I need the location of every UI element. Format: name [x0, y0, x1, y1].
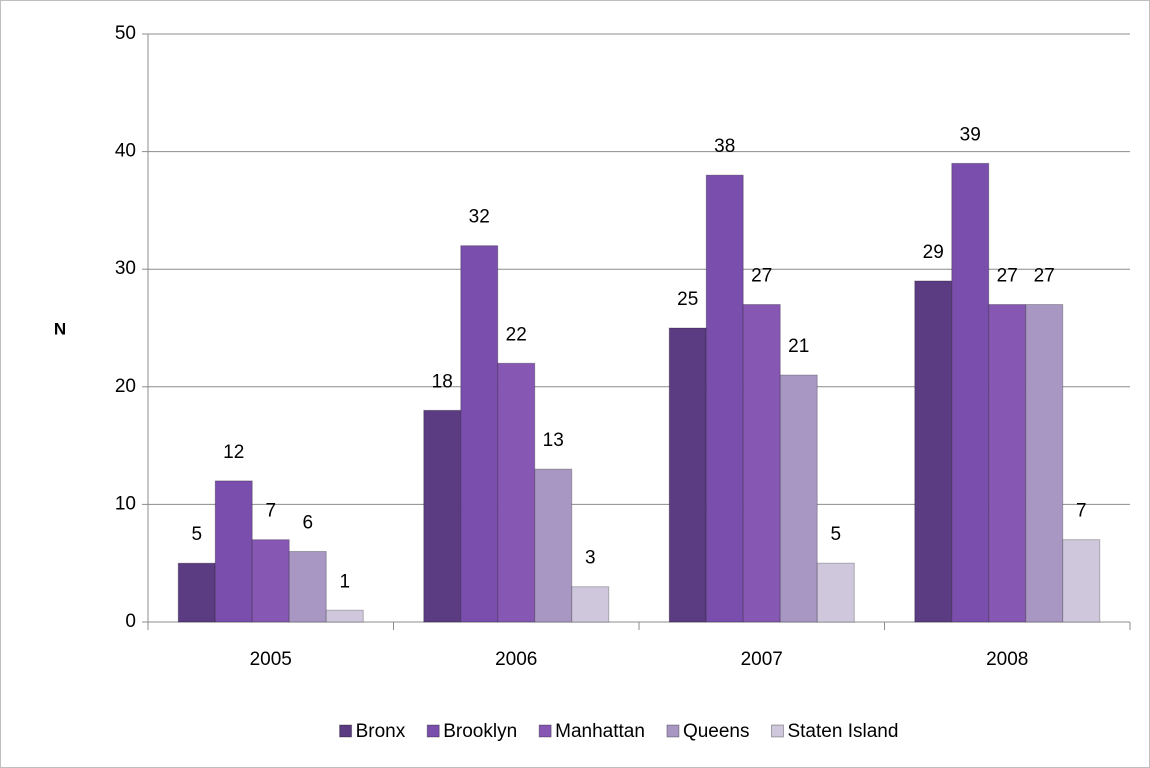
data-label: 27: [751, 265, 772, 286]
data-label: 7: [1076, 501, 1087, 522]
data-label: 3: [585, 548, 596, 569]
y-tick-label: 20: [115, 376, 136, 397]
bar: [251, 539, 290, 623]
data-label: 18: [432, 371, 453, 392]
data-label: 25: [677, 289, 698, 310]
x-tick-label: 2007: [741, 649, 783, 670]
data-label: 5: [191, 524, 202, 545]
bar: [571, 586, 610, 623]
legend-label: Brooklyn: [443, 721, 517, 742]
data-label: 29: [923, 242, 944, 263]
data-label: 38: [714, 136, 735, 157]
bar: [325, 609, 364, 623]
y-tick-label: 10: [115, 493, 136, 514]
bar: [816, 562, 855, 623]
bar: [705, 174, 744, 623]
bar: [988, 303, 1027, 623]
y-tick-label: 40: [115, 141, 136, 162]
bar: [460, 245, 499, 623]
legend-swatch: [426, 724, 440, 738]
bar: [534, 468, 573, 623]
data-label: 6: [302, 512, 313, 533]
bar: [668, 327, 707, 623]
legend-label: Queens: [683, 721, 750, 742]
bar: [177, 562, 216, 623]
data-label: 1: [339, 571, 350, 592]
bar: [742, 303, 781, 623]
y-tick-label: 50: [115, 23, 136, 44]
legend-label: Staten Island: [787, 721, 898, 742]
bar: [288, 550, 327, 623]
bar: [951, 162, 990, 623]
data-label: 5: [830, 524, 841, 545]
bar: [423, 409, 462, 623]
x-tick-label: 2005: [250, 649, 292, 670]
data-label: 13: [543, 430, 564, 451]
data-label: 21: [788, 336, 809, 357]
data-label: 12: [223, 442, 244, 463]
data-label: 27: [997, 265, 1018, 286]
data-label: 22: [506, 324, 527, 345]
y-tick-label: 0: [125, 611, 136, 632]
data-label: 39: [960, 124, 981, 145]
y-axis-label: N: [54, 319, 66, 338]
data-label: 7: [265, 501, 276, 522]
data-label: 27: [1034, 265, 1055, 286]
legend-swatch: [770, 724, 784, 738]
bar: [497, 362, 536, 623]
bar: [914, 280, 953, 623]
x-tick-label: 2008: [986, 649, 1028, 670]
bar: [779, 374, 818, 623]
bar: [1025, 303, 1064, 623]
legend-swatch: [339, 724, 353, 738]
legend-label: Bronx: [356, 721, 406, 742]
x-tick-label: 2006: [495, 649, 537, 670]
y-tick-label: 30: [115, 258, 136, 279]
bar: [1062, 539, 1101, 623]
legend-swatch: [666, 724, 680, 738]
bar: [214, 480, 253, 623]
legend-swatch: [538, 724, 552, 738]
legend-label: Manhattan: [555, 721, 645, 742]
data-label: 32: [469, 207, 490, 228]
